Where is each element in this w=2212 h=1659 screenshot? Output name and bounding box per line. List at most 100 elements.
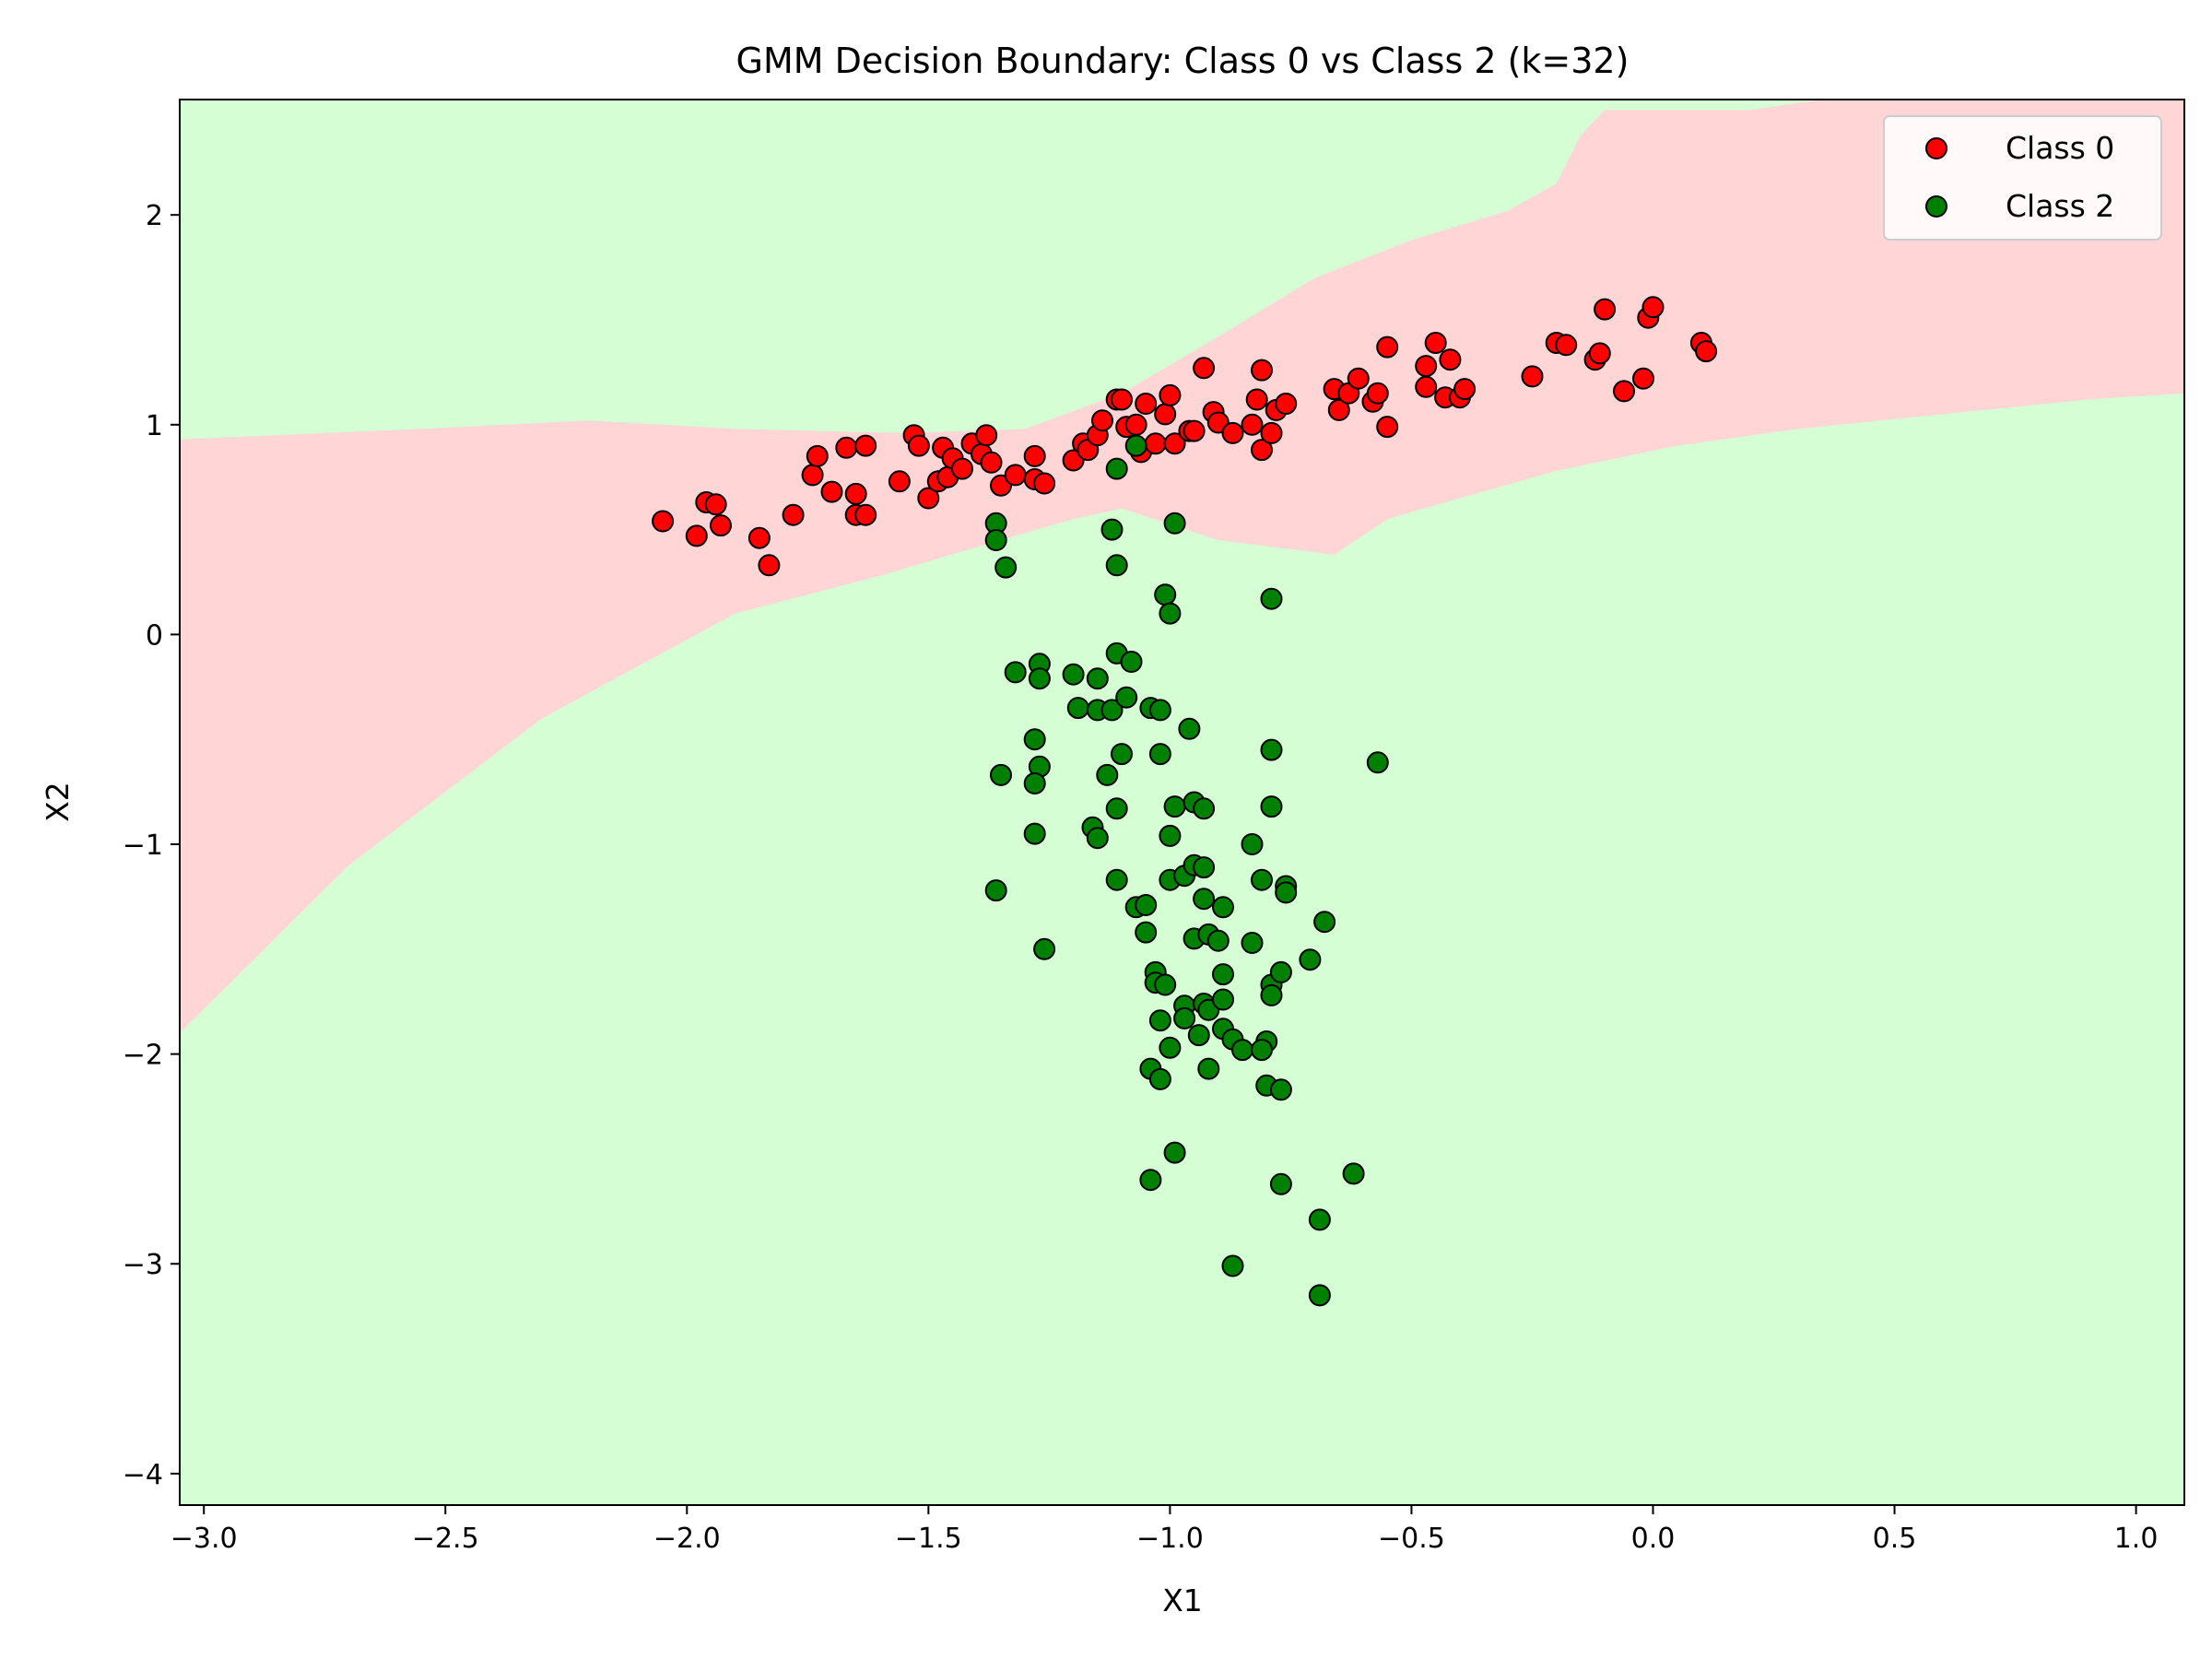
x-axis-label: X1	[1162, 1583, 1203, 1618]
point-class0-9	[806, 444, 829, 467]
point-class0-46	[1154, 403, 1177, 426]
point-class0-19	[917, 487, 940, 510]
point-class0-55	[1241, 413, 1264, 436]
point-class2-37	[1159, 602, 1182, 625]
point-class2-2	[994, 556, 1018, 579]
point-class2-44	[1178, 717, 1201, 740]
point-class2-34	[1148, 699, 1171, 722]
point-class0-51	[1193, 357, 1216, 380]
point-class0-69	[1376, 416, 1399, 439]
point-class0-24	[951, 457, 973, 480]
y-axis-label: X2	[40, 782, 76, 822]
point-class0-30	[1004, 464, 1027, 487]
point-class2-89	[1366, 751, 1389, 774]
point-class2-75	[1260, 795, 1283, 818]
point-class2-81	[1269, 960, 1292, 983]
point-class2-18	[1100, 699, 1124, 722]
legend-label-class0: Class 0	[2006, 130, 2114, 166]
point-class2-61	[1212, 988, 1234, 1011]
point-class2-48	[1193, 856, 1216, 879]
point-class2-38	[1163, 512, 1186, 535]
point-class2-67	[1231, 1039, 1253, 1062]
point-class2-86	[1269, 1078, 1292, 1101]
point-class2-23	[1115, 686, 1138, 709]
point-class0-61	[1275, 393, 1298, 415]
point-class0-31	[1023, 444, 1046, 467]
point-class2-74	[1241, 932, 1264, 954]
point-class2-3	[1004, 661, 1027, 684]
point-class2-13	[1062, 663, 1085, 686]
y-tick-label: −1	[123, 830, 163, 862]
point-class0-76	[1453, 378, 1477, 401]
point-class0-11	[835, 436, 858, 459]
point-class0-79	[1555, 334, 1578, 357]
point-class0-42	[1124, 413, 1147, 436]
point-class2-53	[1206, 929, 1230, 952]
x-tick-label: −0.5	[1378, 1523, 1445, 1555]
point-class2-87	[1299, 948, 1322, 971]
point-class2-10	[1023, 822, 1046, 845]
point-class2-14	[1066, 697, 1089, 720]
point-class0-68	[1376, 335, 1399, 359]
point-class2-72	[1241, 833, 1264, 855]
x-tick-label: −2.5	[412, 1523, 479, 1555]
legend-marker-class0	[1925, 137, 1947, 159]
point-class0-4	[710, 514, 732, 537]
point-class0-3	[704, 493, 727, 516]
point-class2-36	[1154, 583, 1177, 606]
x-axis: −3.0 −2.5 −2.0 −1.5 −1.0 −0.5 0.0 0.5 1.0	[171, 1505, 2159, 1555]
point-class0-72	[1424, 332, 1447, 354]
point-class0-14	[854, 434, 877, 457]
point-class2-21	[1105, 457, 1128, 480]
point-class2-11	[984, 879, 1007, 902]
point-class2-26	[1105, 797, 1128, 820]
point-class0-71	[1415, 355, 1438, 378]
point-class0-77	[1521, 365, 1544, 388]
point-class2-5	[1028, 667, 1051, 690]
point-class0-88	[1695, 340, 1718, 363]
point-class2-46	[1193, 797, 1216, 820]
point-class0-59	[1260, 421, 1283, 444]
point-class0-70	[1415, 375, 1438, 398]
y-tick-label: −2	[123, 1040, 163, 1072]
point-class2-49	[1193, 888, 1216, 911]
point-class2-92	[1269, 1172, 1292, 1195]
point-class2-15	[1086, 667, 1109, 690]
point-class2-35	[1148, 743, 1171, 766]
x-tick-label: −3.0	[171, 1523, 238, 1555]
x-tick-label: 0.0	[1631, 1523, 1676, 1555]
point-class2-20	[1105, 554, 1128, 577]
point-class0-27	[975, 424, 998, 447]
point-class2-8	[1023, 772, 1046, 794]
scatter-points	[652, 296, 1718, 1307]
point-class2-17	[1096, 763, 1119, 786]
point-class0-47	[1159, 383, 1182, 406]
point-class0-5	[747, 526, 771, 549]
x-tick-label: −1.5	[895, 1523, 962, 1555]
point-class2-93	[1342, 1162, 1365, 1185]
legend-label-class2: Class 2	[2006, 188, 2114, 224]
point-class2-6	[1023, 728, 1046, 751]
point-class0-44	[1135, 393, 1158, 415]
y-tick-label: −4	[123, 1459, 163, 1491]
point-class2-70	[1148, 1067, 1171, 1090]
point-class0-0	[652, 510, 675, 533]
x-tick-label: 0.5	[1873, 1523, 1917, 1555]
point-class2-32	[1135, 921, 1158, 944]
point-class2-94	[1308, 1208, 1331, 1231]
point-class2-95	[1221, 1254, 1244, 1277]
x-tick-label: −2.0	[653, 1523, 721, 1555]
x-tick-label: 1.0	[2114, 1523, 2159, 1555]
point-class0-16	[888, 470, 911, 493]
point-class2-76	[1260, 738, 1283, 761]
y-tick-label: 0	[146, 619, 163, 652]
point-class0-15	[854, 503, 877, 526]
point-class0-58	[1251, 439, 1273, 462]
point-class2-91	[1163, 1141, 1186, 1164]
point-class0-13	[844, 482, 867, 505]
point-class2-28	[1086, 827, 1109, 850]
y-tick-label: −3	[123, 1249, 163, 1281]
point-class0-6	[758, 554, 781, 577]
point-class2-9	[990, 763, 1012, 786]
